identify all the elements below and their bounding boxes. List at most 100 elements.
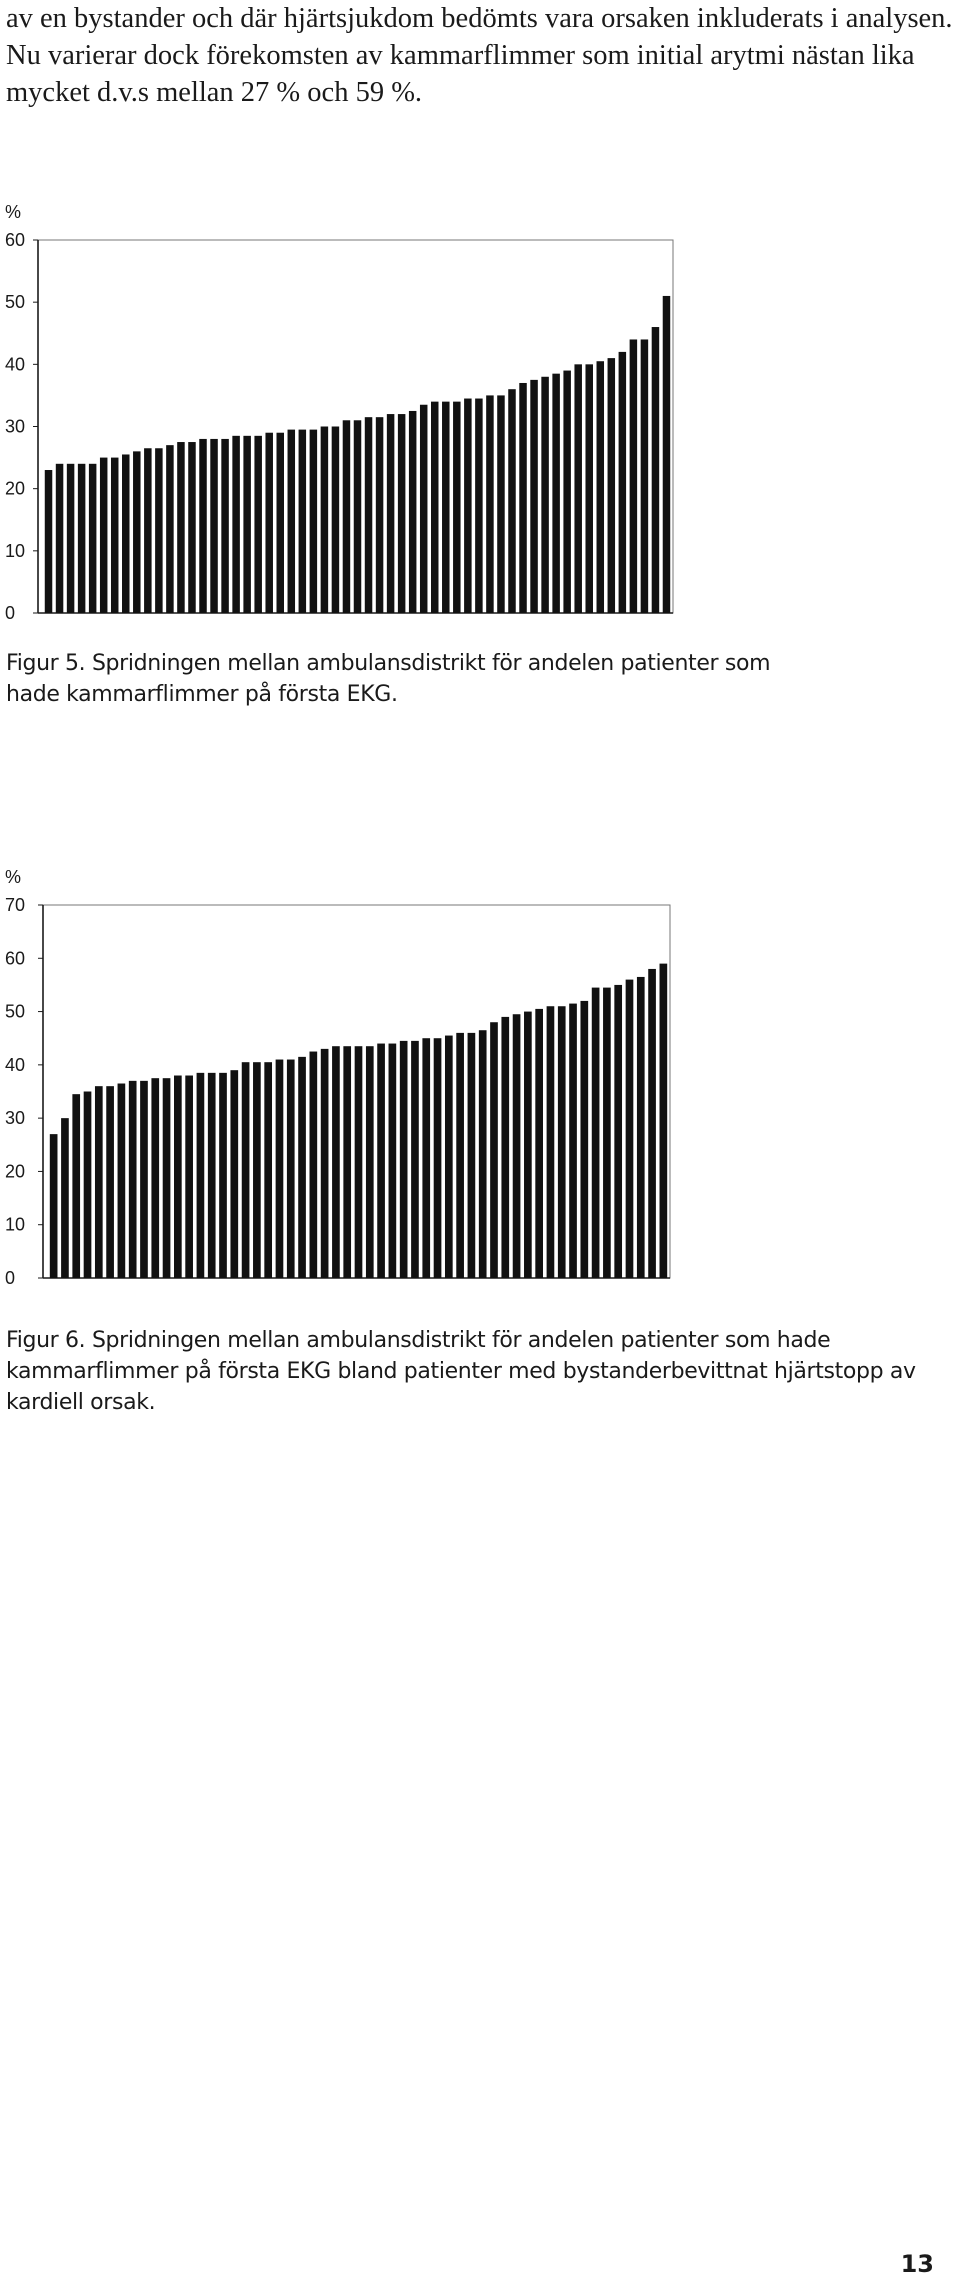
bar — [110, 457, 119, 613]
bar — [320, 426, 329, 613]
bar — [185, 1075, 193, 1278]
bar — [563, 370, 571, 613]
bar — [497, 395, 505, 613]
bar — [364, 417, 373, 613]
y-tick-label: 30 — [5, 417, 25, 437]
bar — [433, 1038, 442, 1278]
bar — [342, 420, 351, 613]
bar — [151, 1078, 160, 1278]
figure-6-chart: % 0 10 20 30 40 50 60 70 — [0, 865, 700, 1288]
bar — [210, 438, 218, 613]
y-tick-label: 0 — [5, 603, 15, 623]
bar — [265, 432, 273, 613]
y-tick-label: 20 — [5, 1161, 25, 1181]
y-tick-label: 20 — [5, 479, 25, 499]
bar — [519, 382, 527, 613]
bar — [83, 1091, 92, 1278]
bar — [254, 435, 262, 613]
page-number: 13 — [900, 2250, 934, 2278]
bar — [486, 395, 494, 613]
bar — [651, 327, 660, 613]
bar — [276, 432, 285, 613]
bar — [128, 1080, 137, 1278]
bar — [444, 1035, 453, 1278]
bar — [574, 364, 582, 613]
bar — [629, 339, 638, 613]
bar — [241, 1062, 250, 1278]
bar — [607, 358, 616, 613]
bar — [122, 454, 130, 613]
figure-5-bar-chart: % 0 10 20 30 40 50 60 — [5, 202, 674, 623]
bar — [478, 1030, 487, 1278]
bar — [375, 417, 384, 613]
bar — [99, 457, 108, 613]
bar — [659, 963, 668, 1278]
bar — [207, 1072, 216, 1278]
bar — [648, 968, 656, 1278]
bar — [232, 435, 240, 613]
bar — [397, 414, 406, 613]
bar — [618, 351, 627, 613]
bar — [408, 410, 417, 613]
body-paragraph: av en bystander och där hjärtsjukdom bed… — [6, 3, 953, 108]
y-tick-label: 70 — [5, 895, 25, 915]
bar — [144, 448, 152, 613]
bar — [662, 295, 671, 613]
bar — [388, 1043, 397, 1278]
bar — [386, 414, 395, 613]
y-tick-label: 60 — [5, 230, 25, 250]
y-unit-label: % — [5, 202, 21, 222]
bar — [243, 435, 251, 613]
bar — [430, 401, 439, 613]
bar — [275, 1059, 284, 1278]
bar — [475, 398, 483, 613]
bar — [353, 420, 362, 613]
bar — [94, 1086, 103, 1278]
bar — [467, 1032, 476, 1278]
bar — [399, 1040, 408, 1278]
bar — [49, 1134, 58, 1278]
bar — [230, 1070, 239, 1278]
bar — [422, 1038, 431, 1278]
bar — [221, 438, 229, 613]
bar — [411, 1040, 419, 1278]
bar — [614, 984, 623, 1278]
bar — [177, 442, 185, 613]
bar — [585, 364, 593, 613]
bar — [155, 448, 163, 613]
bar — [72, 1094, 81, 1278]
bar — [603, 987, 611, 1278]
bar — [541, 376, 549, 613]
bar — [508, 389, 516, 613]
bar — [552, 373, 560, 613]
bar — [117, 1083, 126, 1278]
bar — [44, 470, 53, 613]
bar — [162, 1078, 171, 1278]
bar — [286, 1059, 295, 1278]
y-unit-label: % — [5, 867, 21, 887]
y-tick-label: 50 — [5, 292, 25, 312]
bar — [453, 401, 461, 613]
bar — [530, 379, 538, 613]
bar — [298, 429, 307, 613]
bar — [106, 1086, 114, 1278]
bar — [591, 987, 600, 1278]
bar — [343, 1046, 352, 1278]
bar — [596, 361, 605, 613]
bar — [456, 1032, 464, 1278]
bar — [88, 463, 97, 613]
bar — [133, 451, 141, 613]
y-tick-label: 50 — [5, 1002, 25, 1022]
figure-6-bar-chart: % 0 10 20 30 40 50 60 70 — [5, 867, 671, 1288]
bar — [253, 1062, 261, 1278]
y-tick-label: 40 — [5, 354, 25, 374]
bar — [546, 1006, 555, 1278]
bar — [580, 1000, 589, 1278]
bar — [196, 1072, 205, 1278]
bar — [569, 1003, 577, 1278]
bar — [524, 1011, 532, 1278]
bar — [331, 426, 340, 613]
bar — [298, 1056, 306, 1278]
bar — [264, 1062, 273, 1278]
bar — [174, 1075, 182, 1278]
